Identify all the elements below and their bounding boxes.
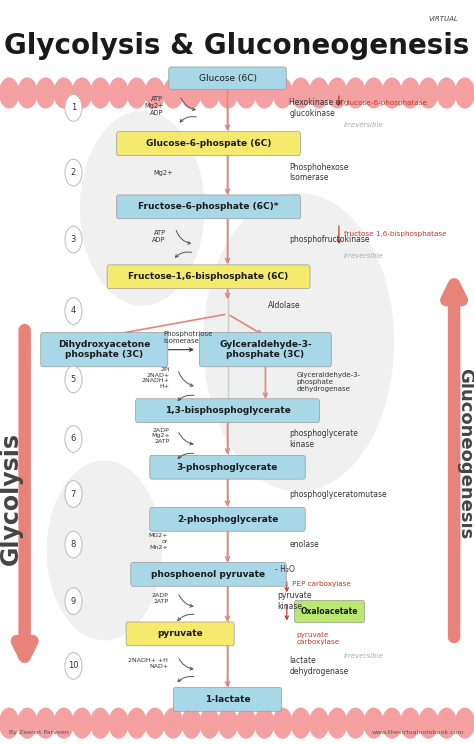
Circle shape — [346, 708, 365, 738]
Text: 8: 8 — [71, 540, 76, 549]
FancyBboxPatch shape — [131, 562, 286, 586]
Circle shape — [47, 461, 161, 640]
Circle shape — [401, 78, 419, 108]
Circle shape — [456, 78, 474, 108]
Text: Gylceraldehyde-3-
phosphate (3C): Gylceraldehyde-3- phosphate (3C) — [219, 340, 312, 359]
Text: By Zeenat Parveen: By Zeenat Parveen — [9, 730, 69, 735]
Text: phosphoglycerate
kinase: phosphoglycerate kinase — [289, 429, 358, 449]
FancyBboxPatch shape — [126, 622, 234, 646]
Text: phosphoenol pyruvate: phosphoenol pyruvate — [152, 570, 265, 579]
Text: 7: 7 — [71, 490, 76, 498]
FancyBboxPatch shape — [41, 333, 168, 367]
Text: - H₂O: - H₂O — [275, 565, 295, 574]
Text: 10: 10 — [68, 661, 79, 670]
Circle shape — [91, 708, 110, 738]
FancyBboxPatch shape — [117, 195, 301, 219]
Text: ATP
Mg2+
ADP: ATP Mg2+ ADP — [144, 96, 164, 115]
Circle shape — [65, 531, 82, 558]
Text: Irreversible: Irreversible — [344, 122, 383, 128]
Circle shape — [109, 708, 128, 738]
Text: phosphofructokinase: phosphofructokinase — [289, 235, 370, 244]
Text: Glyceraldehyde-3-
phosphate
dehydrogenase: Glyceraldehyde-3- phosphate dehydrogenas… — [296, 373, 360, 392]
Text: Mg2+: Mg2+ — [154, 170, 173, 176]
Text: Dihydroxyacetone
phosphate (3C): Dihydroxyacetone phosphate (3C) — [58, 340, 150, 359]
Circle shape — [419, 78, 438, 108]
Circle shape — [55, 78, 73, 108]
FancyBboxPatch shape — [107, 265, 310, 289]
Text: Glycolysis & Gluconeogenesis: Glycolysis & Gluconeogenesis — [4, 32, 470, 60]
Text: 2ADP
2ATP: 2ADP 2ATP — [152, 593, 168, 603]
Circle shape — [310, 78, 328, 108]
Circle shape — [182, 708, 201, 738]
Circle shape — [73, 708, 91, 738]
Circle shape — [0, 708, 18, 738]
Text: pyruvate
kinase: pyruvate kinase — [277, 591, 312, 611]
Text: 2: 2 — [71, 168, 76, 177]
Circle shape — [164, 78, 182, 108]
Circle shape — [204, 193, 393, 491]
Circle shape — [346, 78, 365, 108]
Circle shape — [55, 708, 73, 738]
Text: glucose-6-phosphatase: glucose-6-phosphatase — [344, 100, 428, 106]
Circle shape — [237, 78, 255, 108]
Circle shape — [65, 652, 82, 679]
Text: pyruvate: pyruvate — [157, 629, 203, 638]
Text: VIRTUAL: VIRTUAL — [428, 16, 458, 22]
FancyBboxPatch shape — [294, 600, 365, 623]
Text: Aldolase: Aldolase — [268, 301, 301, 310]
Circle shape — [146, 78, 164, 108]
Text: phosphoglyceratomutase: phosphoglyceratomutase — [289, 490, 387, 498]
Circle shape — [273, 78, 292, 108]
Text: 3-phosphoglycerate: 3-phosphoglycerate — [177, 463, 278, 472]
Text: Irreversible: Irreversible — [344, 653, 383, 659]
Text: 1: 1 — [71, 103, 76, 112]
FancyBboxPatch shape — [150, 455, 305, 479]
Circle shape — [127, 78, 146, 108]
Circle shape — [255, 78, 274, 108]
FancyBboxPatch shape — [200, 333, 331, 367]
Circle shape — [127, 708, 146, 738]
Text: 9: 9 — [71, 597, 76, 606]
Circle shape — [419, 708, 438, 738]
Text: fructose 1,6-bisphosphatase: fructose 1,6-bisphosphatase — [344, 231, 447, 237]
Text: Hexokinase or
glucokinase: Hexokinase or glucokinase — [289, 98, 344, 118]
Circle shape — [310, 708, 328, 738]
Text: Gluconeogenesis: Gluconeogenesis — [456, 368, 474, 539]
Circle shape — [364, 78, 383, 108]
FancyBboxPatch shape — [173, 687, 282, 711]
Text: www.thevirtualnotebook.com: www.thevirtualnotebook.com — [372, 730, 465, 735]
Circle shape — [18, 78, 37, 108]
Text: 2ADP
Mg2+
2ATP: 2ADP Mg2+ 2ATP — [151, 428, 170, 444]
Circle shape — [65, 298, 82, 324]
Text: ATP
ADP: ATP ADP — [153, 230, 166, 243]
Text: 2NADH+ +H
NAD+: 2NADH+ +H NAD+ — [128, 658, 168, 669]
Circle shape — [437, 78, 456, 108]
Circle shape — [65, 426, 82, 452]
Text: Glycolysis: Glycolysis — [0, 432, 22, 565]
Circle shape — [65, 366, 82, 393]
Circle shape — [65, 159, 82, 186]
Circle shape — [292, 708, 310, 738]
Circle shape — [200, 78, 219, 108]
Text: 5: 5 — [71, 375, 76, 384]
Circle shape — [0, 78, 18, 108]
Text: 2Pi
2NAD+
2NADH+
H+: 2Pi 2NAD+ 2NADH+ H+ — [142, 367, 170, 389]
Circle shape — [401, 708, 419, 738]
Circle shape — [255, 708, 274, 738]
Circle shape — [146, 708, 164, 738]
Circle shape — [18, 708, 37, 738]
Circle shape — [65, 226, 82, 253]
Circle shape — [383, 78, 401, 108]
Circle shape — [200, 708, 219, 738]
Circle shape — [73, 78, 91, 108]
FancyBboxPatch shape — [150, 507, 305, 531]
Circle shape — [36, 78, 55, 108]
Text: Fructose-1,6-bisphosphate (6C): Fructose-1,6-bisphosphate (6C) — [128, 272, 289, 281]
Text: MG2+
or
Mn2+: MG2+ or Mn2+ — [149, 533, 168, 550]
Circle shape — [65, 481, 82, 507]
FancyBboxPatch shape — [117, 132, 301, 155]
Circle shape — [328, 708, 347, 738]
FancyBboxPatch shape — [136, 399, 319, 423]
FancyBboxPatch shape — [169, 67, 286, 89]
